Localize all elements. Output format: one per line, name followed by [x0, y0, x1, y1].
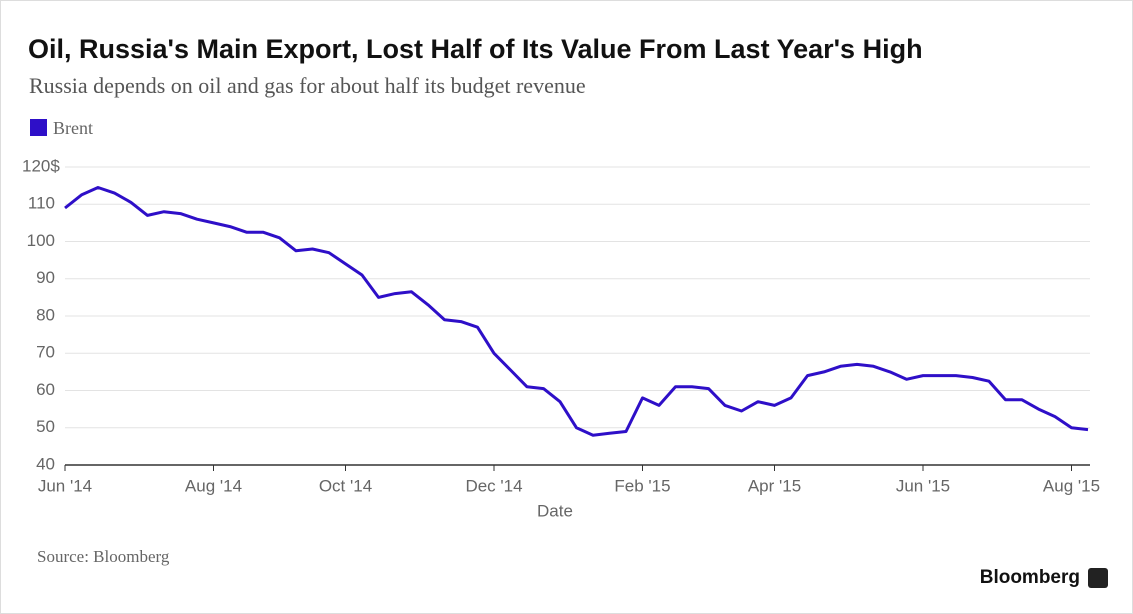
y-tick-label: 40: [36, 454, 55, 473]
legend-swatch: [30, 119, 47, 136]
chart-title: Oil, Russia's Main Export, Lost Half of …: [28, 34, 923, 64]
x-tick-label: Jun '14: [38, 476, 92, 495]
x-tick-label: Feb '15: [614, 476, 670, 495]
x-tick-label: Apr '15: [748, 476, 801, 495]
x-tick-label: Aug '15: [1043, 476, 1100, 495]
x-tick-label: Aug '14: [185, 476, 242, 495]
y-tick-label: 80: [36, 305, 55, 324]
chart-subtitle: Russia depends on oil and gas for about …: [29, 73, 586, 98]
legend-label: Brent: [53, 118, 93, 138]
x-tick-label: Oct '14: [319, 476, 372, 495]
y-tick-label: 100: [27, 231, 55, 250]
brand-icon: [1088, 568, 1108, 588]
x-tick-label: Dec '14: [465, 476, 522, 495]
y-tick-label: 90: [36, 268, 55, 287]
y-tick-label: 50: [36, 417, 55, 436]
line: [64, 186, 1089, 437]
y-tick-label: 120$: [22, 156, 60, 175]
x-tick-label: Jun '15: [896, 476, 950, 495]
y-tick-label: 110: [28, 194, 55, 213]
source: Source: Bloomberg: [37, 547, 170, 566]
brand: Bloomberg: [980, 567, 1080, 588]
x-axis-label: Date: [537, 501, 573, 520]
y-tick-label: 60: [36, 380, 55, 399]
y-tick-label: 70: [36, 343, 55, 362]
